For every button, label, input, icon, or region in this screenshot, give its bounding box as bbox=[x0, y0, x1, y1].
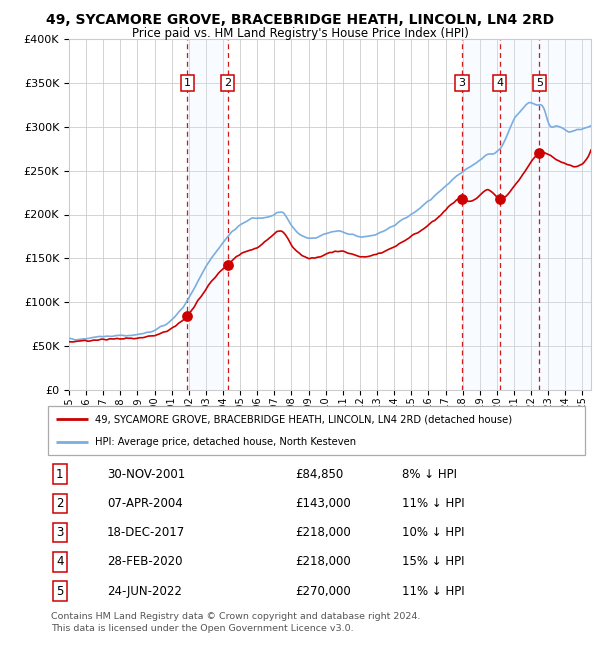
Bar bbox=[462, 39, 500, 390]
Text: 30-NOV-2001: 30-NOV-2001 bbox=[107, 468, 185, 481]
Text: 4: 4 bbox=[56, 555, 64, 568]
Text: 11% ↓ HPI: 11% ↓ HPI bbox=[403, 497, 465, 510]
FancyBboxPatch shape bbox=[48, 406, 585, 455]
Point bbox=[457, 194, 467, 204]
Text: 07-APR-2004: 07-APR-2004 bbox=[107, 497, 183, 510]
Text: 2: 2 bbox=[224, 78, 231, 88]
Text: 15% ↓ HPI: 15% ↓ HPI bbox=[403, 555, 465, 568]
Text: 49, SYCAMORE GROVE, BRACEBRIDGE HEATH, LINCOLN, LN4 2RD (detached house): 49, SYCAMORE GROVE, BRACEBRIDGE HEATH, L… bbox=[95, 415, 512, 424]
Text: This data is licensed under the Open Government Licence v3.0.: This data is licensed under the Open Gov… bbox=[51, 624, 353, 633]
Text: Contains HM Land Registry data © Crown copyright and database right 2024.: Contains HM Land Registry data © Crown c… bbox=[51, 612, 421, 621]
Text: £218,000: £218,000 bbox=[295, 526, 351, 539]
Text: £84,850: £84,850 bbox=[295, 468, 343, 481]
Text: 18-DEC-2017: 18-DEC-2017 bbox=[107, 526, 185, 539]
Text: HPI: Average price, detached house, North Kesteven: HPI: Average price, detached house, Nort… bbox=[95, 437, 356, 447]
Text: 28-FEB-2020: 28-FEB-2020 bbox=[107, 555, 182, 568]
Bar bbox=[187, 39, 227, 390]
Text: £218,000: £218,000 bbox=[295, 555, 351, 568]
Text: 2: 2 bbox=[56, 497, 64, 510]
Text: 10% ↓ HPI: 10% ↓ HPI bbox=[403, 526, 465, 539]
Bar bbox=[500, 39, 539, 390]
Point bbox=[535, 148, 544, 158]
Text: 24-JUN-2022: 24-JUN-2022 bbox=[107, 585, 182, 598]
Bar bbox=[539, 39, 591, 390]
Text: 49, SYCAMORE GROVE, BRACEBRIDGE HEATH, LINCOLN, LN4 2RD: 49, SYCAMORE GROVE, BRACEBRIDGE HEATH, L… bbox=[46, 13, 554, 27]
Point bbox=[223, 259, 232, 270]
Text: 5: 5 bbox=[536, 78, 543, 88]
Point bbox=[495, 194, 505, 204]
Text: 8% ↓ HPI: 8% ↓ HPI bbox=[403, 468, 457, 481]
Text: £270,000: £270,000 bbox=[295, 585, 351, 598]
Text: Price paid vs. HM Land Registry's House Price Index (HPI): Price paid vs. HM Land Registry's House … bbox=[131, 27, 469, 40]
Text: 4: 4 bbox=[496, 78, 503, 88]
Text: 1: 1 bbox=[184, 78, 191, 88]
Text: 5: 5 bbox=[56, 585, 64, 598]
Text: 1: 1 bbox=[56, 468, 64, 481]
Text: 3: 3 bbox=[56, 526, 64, 539]
Text: 11% ↓ HPI: 11% ↓ HPI bbox=[403, 585, 465, 598]
Text: £143,000: £143,000 bbox=[295, 497, 351, 510]
Text: 3: 3 bbox=[458, 78, 466, 88]
Point bbox=[182, 310, 192, 320]
